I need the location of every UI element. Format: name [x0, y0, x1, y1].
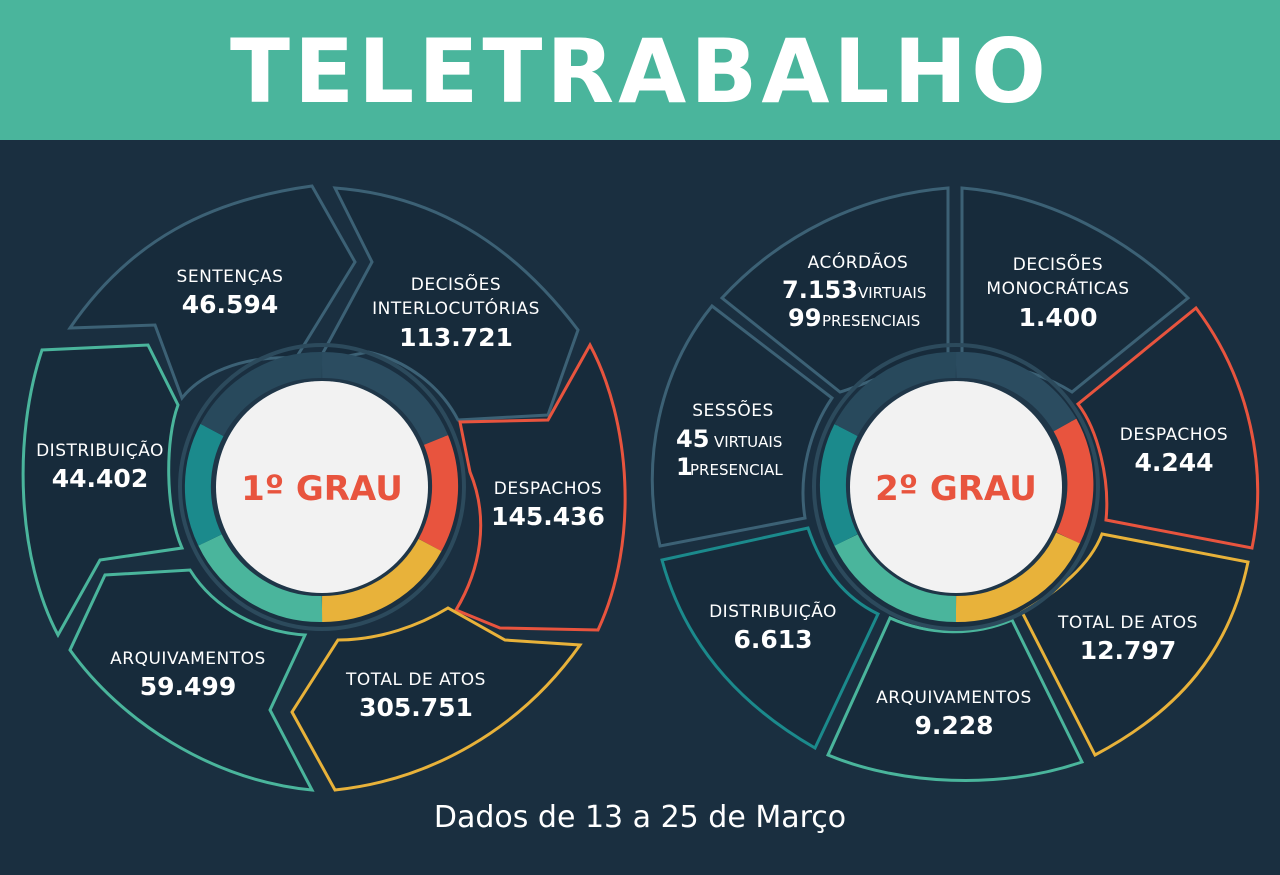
- grau2-decisoes-label1: DECISÕES: [1013, 253, 1103, 275]
- grau1-diagram: 1º GRAU SENTENÇAS 46.594 DECISÕES INTERL…: [21, 184, 627, 792]
- grau1-total-value: 305.751: [359, 693, 473, 722]
- grau2-sessoes-label: SESSÕES: [692, 399, 774, 421]
- grau2-total-value: 12.797: [1080, 636, 1176, 665]
- grau1-arc-yellow: [321, 538, 442, 623]
- grau2-segment-distribuicao: [660, 526, 880, 751]
- grau2-decisoes-label2: MONOCRÁTICAS: [986, 277, 1129, 299]
- grau1-segment-total: [290, 606, 583, 792]
- grau2-despachos-label: DESPACHOS: [1120, 425, 1228, 445]
- header-banner: TELETRABALHO: [0, 0, 1280, 140]
- grau1-segment-sentencas: [67, 184, 357, 402]
- grau1-segment-decisoes: [315, 186, 580, 422]
- grau2-decisoes-value: 1.400: [1018, 303, 1097, 332]
- grau2-acordaos-label: ACÓRDÃOS: [808, 251, 909, 273]
- grau2-arc-darkteal: [819, 424, 858, 546]
- grau2-arc-teal: [834, 534, 957, 623]
- grau1-outer-ring: [178, 343, 466, 631]
- grau2-center-label: 2º GRAU: [875, 469, 1037, 509]
- grau1-decisoes-label1: DECISÕES: [411, 273, 501, 295]
- grau1-arc-slate: [321, 351, 448, 446]
- grau1-total-label: TOTAL DE ATOS: [345, 670, 486, 690]
- grau1-arc-red: [418, 435, 459, 552]
- grau1-sentencas-value: 46.594: [182, 290, 278, 319]
- grau2-arquivamentos-label: ARQUIVAMENTOS: [876, 688, 1032, 708]
- grau2-total-label: TOTAL DE ATOS: [1057, 613, 1198, 633]
- grau1-distribuicao-value: 44.402: [52, 464, 148, 493]
- grau2-arc-slate2: [834, 351, 957, 437]
- grau2-sessoes-presencial-value: 1: [676, 453, 693, 481]
- grau1-segment-distribuicao: [21, 343, 185, 639]
- grau1-distribuicao-label: DISTRIBUIÇÃO: [36, 439, 164, 461]
- grau1-center-label: 1º GRAU: [241, 469, 403, 509]
- grau1-arquivamentos-value: 59.499: [140, 672, 236, 701]
- grau2-acordaos-presencial-value: 99: [788, 304, 821, 332]
- grau2-distribuicao-label: DISTRIBUIÇÃO: [709, 600, 837, 622]
- footer-date-range: Dados de 13 a 25 de Março: [433, 800, 847, 835]
- grau1-arc-teal: [198, 534, 323, 623]
- grau1-arc-darkteal: [184, 423, 224, 546]
- grau2-sessoes-virtual-value: 45: [676, 425, 709, 453]
- grau1-arc-slate2: [200, 351, 323, 437]
- grau2-acordaos-presencial-label: PRESENCIAIS: [822, 312, 920, 330]
- grau2-arc-yellow: [955, 532, 1080, 623]
- grau2-acordaos-virtual-label: VIRTUAIS: [858, 284, 926, 302]
- grau1-center-disc: [216, 381, 428, 593]
- grau1-despachos-label: DESPACHOS: [494, 479, 602, 499]
- grau2-center-disc: [850, 381, 1062, 593]
- grau2-segment-acordaos: [719, 186, 950, 394]
- grau2-acordaos-virtual-value: 7.153: [782, 276, 858, 304]
- grau2-outer-ring: [812, 343, 1100, 631]
- grau2-segment-sessoes: [650, 303, 835, 548]
- grau1-segment-arquivamentos: [68, 568, 315, 792]
- grau2-distribuicao-value: 6.613: [733, 625, 812, 654]
- grau2-arc-slate: [955, 351, 1077, 432]
- grau2-diagram: 2º GRAU ACÓRDÃOS 7.153 VIRTUAIS 99 PRESE…: [650, 186, 1260, 782]
- grau2-arc-red: [1053, 418, 1094, 544]
- grau2-sessoes-virtual-label: VIRTUAIS: [714, 433, 782, 451]
- grau1-decisoes-value: 113.721: [399, 323, 513, 352]
- grau1-arquivamentos-label: ARQUIVAMENTOS: [110, 649, 266, 669]
- grau1-segment-despachos: [453, 341, 627, 632]
- grau1-decisoes-label2: INTERLOCUTÓRIAS: [372, 297, 540, 319]
- page-title: TELETRABALHO: [230, 20, 1050, 123]
- grau2-segment-despachos: [1075, 305, 1260, 550]
- grau2-despachos-value: 4.244: [1134, 448, 1213, 477]
- grau2-segment-total: [1020, 532, 1250, 758]
- grau1-sentencas-label: SENTENÇAS: [177, 267, 284, 287]
- grau2-arquivamentos-value: 9.228: [914, 711, 993, 740]
- grau1-despachos-value: 145.436: [491, 502, 605, 531]
- grau2-segment-arquivamentos: [825, 616, 1085, 782]
- grau2-sessoes-presencial-label: PRESENCIAL: [690, 461, 783, 479]
